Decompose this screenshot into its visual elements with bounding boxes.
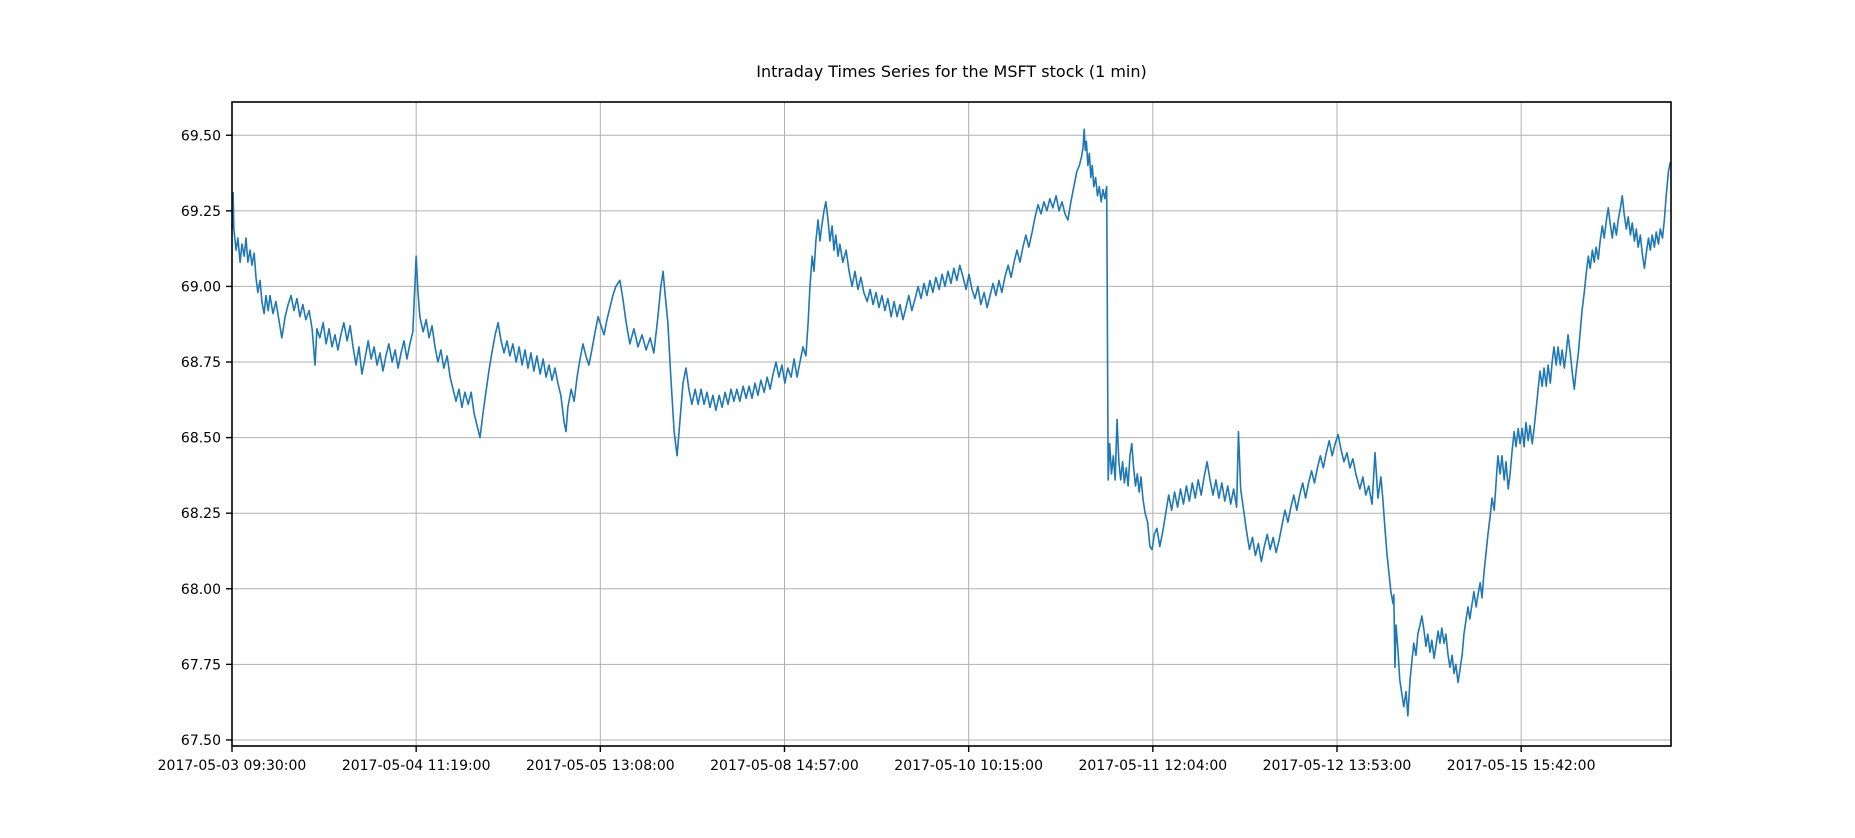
price-line [231,128,1672,717]
x-tick-label: 2017-05-11 12:04:00 [1078,758,1227,774]
x-tick-label: 2017-05-12 13:53:00 [1263,758,1412,774]
x-tick-label: 2017-05-03 09:30:00 [158,758,307,774]
x-tick-label: 2017-05-08 14:57:00 [710,758,859,774]
y-tick-label: 69.00 [181,279,221,295]
y-tick-label: 69.50 [181,128,221,144]
y-tick-label: 68.25 [181,506,221,522]
y-tick-label: 68.75 [181,355,221,371]
y-tick-label: 68.50 [181,431,221,447]
y-tick-label: 69.25 [181,204,221,220]
x-tick-label: 2017-05-15 15:42:00 [1447,758,1596,774]
x-tick-label: 2017-05-05 13:08:00 [526,758,675,774]
y-tick-label: 67.75 [181,657,221,673]
y-tick-label: 67.50 [181,733,221,749]
plot-border [231,101,1672,747]
x-tick-label: 2017-05-04 11:19:00 [342,758,491,774]
x-tick-label: 2017-05-10 10:15:00 [894,758,1043,774]
chart-title: Intraday Times Series for the MSFT stock… [756,62,1147,81]
y-tick-label: 68.00 [181,582,221,598]
